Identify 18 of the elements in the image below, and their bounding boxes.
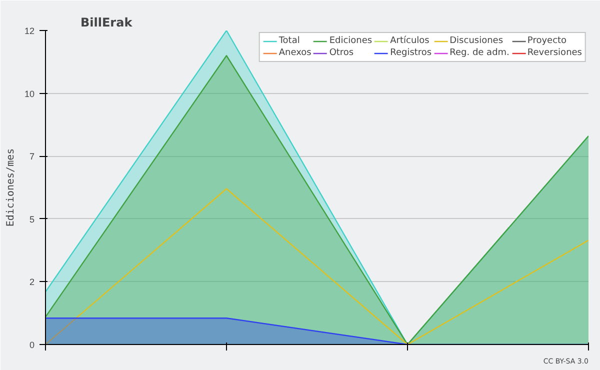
chart-title: BillErak (80, 16, 134, 30)
legend-label: Reversiones (527, 48, 582, 58)
legend-label: Total (278, 36, 300, 46)
y-tick-label: 0 (29, 340, 35, 350)
y-tick-label: 10 (24, 88, 35, 99)
y-tick-label: 7 (29, 152, 35, 162)
legend-label: Registros (390, 48, 432, 58)
legend-label: Discusiones (450, 36, 504, 46)
y-tick-label: 12 (24, 26, 35, 36)
legend-label: Artículos (390, 36, 430, 46)
legend-label: Ediciones (329, 36, 372, 46)
legend-label: Proyecto (527, 36, 567, 46)
y-tick-label: 2 (29, 277, 35, 288)
y-tick-label: 5 (29, 214, 35, 224)
legend-label: Reg. de adm. (450, 48, 510, 58)
y-axis-title: Ediciones/mes (5, 148, 16, 227)
legend-label: Otros (329, 48, 354, 58)
legend-label: Anexos (278, 48, 312, 58)
